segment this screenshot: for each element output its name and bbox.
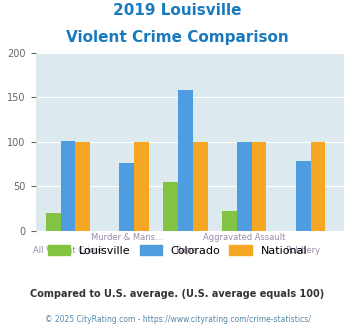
Text: Robbery: Robbery [286, 246, 321, 255]
Bar [252, 142, 266, 231]
Bar [46, 213, 60, 231]
Bar [296, 161, 311, 231]
Legend: Louisville, Colorado, National: Louisville, Colorado, National [44, 241, 311, 260]
Text: All Violent Crime: All Violent Crime [33, 246, 103, 255]
Bar [237, 142, 252, 231]
Bar [60, 141, 75, 231]
Text: 2019 Louisville: 2019 Louisville [113, 3, 242, 18]
Bar [193, 142, 208, 231]
Text: © 2025 CityRating.com - https://www.cityrating.com/crime-statistics/: © 2025 CityRating.com - https://www.city… [45, 315, 310, 324]
Bar [119, 163, 134, 231]
Bar [178, 90, 193, 231]
Bar [163, 182, 178, 231]
Bar [311, 142, 325, 231]
Bar [134, 142, 149, 231]
Text: Rape: Rape [175, 246, 196, 255]
Bar [75, 142, 90, 231]
Text: Aggravated Assault: Aggravated Assault [203, 233, 285, 242]
Text: Violent Crime Comparison: Violent Crime Comparison [66, 30, 289, 45]
Text: Compared to U.S. average. (U.S. average equals 100): Compared to U.S. average. (U.S. average … [31, 289, 324, 299]
Bar [222, 212, 237, 231]
Text: Murder & Mans...: Murder & Mans... [91, 233, 163, 242]
